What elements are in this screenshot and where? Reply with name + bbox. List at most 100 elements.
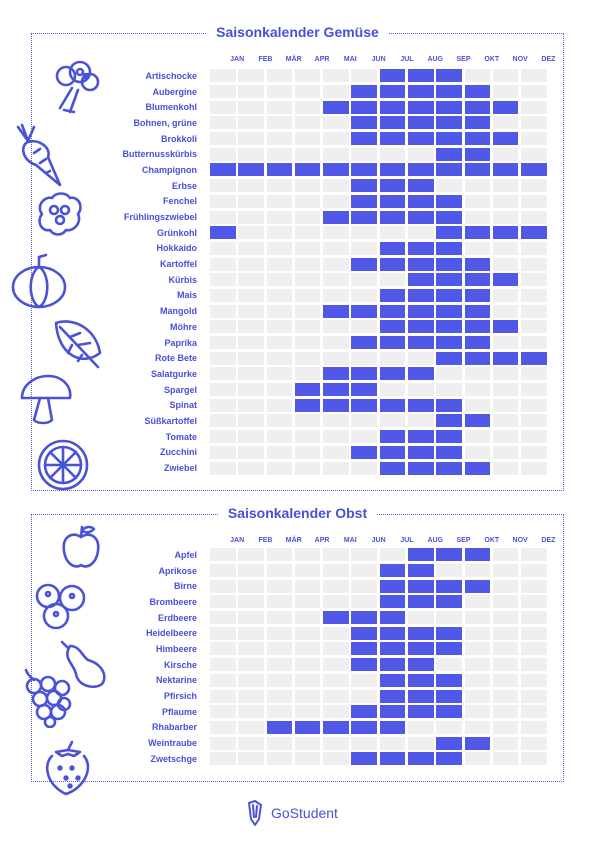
season-cell-active: [492, 226, 519, 240]
season-cell-empty: [210, 705, 236, 719]
season-cell-active: [436, 548, 462, 562]
season-cell-empty: [210, 320, 236, 334]
season-cell-active: [464, 736, 491, 750]
season-cell-empty: [210, 595, 236, 609]
month-header: APR: [314, 56, 330, 63]
season-cell-empty: [492, 736, 519, 750]
season-cell-empty: [210, 179, 236, 193]
season-cell-empty: [351, 414, 377, 428]
row-label: Mangold: [160, 306, 197, 317]
season-cell-empty: [238, 100, 264, 114]
season-cell-active: [408, 132, 434, 146]
season-cell-empty: [323, 430, 349, 444]
season-cell-empty: [492, 414, 519, 428]
season-cell-active: [294, 383, 321, 397]
season-cell-active: [379, 579, 406, 593]
season-cell-active: [464, 226, 491, 240]
season-cell-empty: [294, 241, 321, 255]
season-cell-active: [436, 351, 462, 365]
season-cell-empty: [492, 689, 519, 703]
gostudent-logo-icon: [248, 800, 262, 826]
row-label: Spinat: [169, 400, 197, 411]
calendar-row: Mais: [32, 288, 550, 304]
calendar-row: Brombeere: [32, 594, 550, 610]
season-cell-active: [436, 288, 462, 302]
season-cell-empty: [408, 611, 434, 625]
season-cell-active: [379, 752, 406, 766]
season-cell-empty: [210, 689, 236, 703]
season-cell-active: [464, 163, 491, 177]
row-label: Hokkaido: [156, 243, 197, 254]
season-cell-empty: [521, 179, 547, 193]
calendar-row: Kartoffel: [32, 256, 550, 272]
season-cell-empty: [238, 658, 264, 672]
season-cell-empty: [492, 705, 519, 719]
season-cell-empty: [521, 736, 547, 750]
season-cell-empty: [323, 147, 349, 161]
season-cell-empty: [238, 210, 264, 224]
season-cell-active: [379, 194, 406, 208]
season-cell-empty: [323, 579, 349, 593]
month-cells: [210, 179, 550, 193]
season-cell-empty: [464, 611, 491, 625]
season-cell-empty: [351, 430, 377, 444]
season-cell-active: [351, 163, 377, 177]
season-cell-active: [436, 642, 462, 656]
season-cell-empty: [294, 414, 321, 428]
season-cell-empty: [379, 736, 406, 750]
calendar-row: Artischocke: [32, 68, 550, 84]
season-cell-empty: [266, 69, 293, 83]
grapes-icon: [20, 668, 76, 728]
season-cell-active: [436, 461, 462, 475]
season-cell-active: [436, 226, 462, 240]
season-cell-empty: [210, 273, 236, 287]
season-cell-empty: [266, 147, 293, 161]
season-cell-empty: [294, 320, 321, 334]
calendar-row: Pfirsich: [32, 688, 550, 704]
season-cell-empty: [266, 179, 293, 193]
season-cell-active: [323, 720, 349, 734]
season-cell-active: [351, 642, 377, 656]
season-cell-empty: [238, 642, 264, 656]
season-cell-empty: [492, 752, 519, 766]
row-label: Brokkoli: [160, 133, 197, 144]
season-cell-empty: [379, 147, 406, 161]
season-cell-active: [210, 226, 236, 240]
season-cell-active: [351, 752, 377, 766]
season-cell-empty: [464, 179, 491, 193]
season-cell-empty: [294, 194, 321, 208]
season-cell-active: [436, 241, 462, 255]
season-cell-empty: [266, 564, 293, 578]
month-cells: [210, 383, 550, 397]
month-header: JUL: [400, 56, 414, 63]
season-cell-active: [351, 658, 377, 672]
calendar-row: Kirsche: [32, 657, 550, 673]
season-cell-active: [323, 210, 349, 224]
season-cell-empty: [266, 579, 293, 593]
season-cell-active: [351, 132, 377, 146]
season-cell-active: [408, 564, 434, 578]
season-cell-active: [436, 273, 462, 287]
calendar-row: Frühlingszwiebel: [32, 209, 550, 225]
season-cell-active: [408, 445, 434, 459]
season-cell-empty: [266, 430, 293, 444]
row-label: Artischocke: [145, 70, 197, 81]
season-cell-active: [408, 163, 434, 177]
season-cell-active: [351, 304, 377, 318]
season-cell-active: [464, 351, 491, 365]
season-cell-empty: [464, 705, 491, 719]
season-cell-empty: [521, 398, 547, 412]
season-cell-active: [323, 611, 349, 625]
season-cell-empty: [238, 304, 264, 318]
row-label: Paprika: [164, 337, 197, 348]
season-cell-empty: [492, 579, 519, 593]
season-cell-active: [408, 461, 434, 475]
season-cell-empty: [266, 85, 293, 99]
season-cell-empty: [492, 673, 519, 687]
season-cell-active: [436, 194, 462, 208]
month-cells: [210, 548, 550, 562]
season-cell-empty: [436, 611, 462, 625]
month-header: FEB: [258, 56, 273, 63]
season-cell-empty: [323, 445, 349, 459]
season-cell-empty: [492, 336, 519, 350]
